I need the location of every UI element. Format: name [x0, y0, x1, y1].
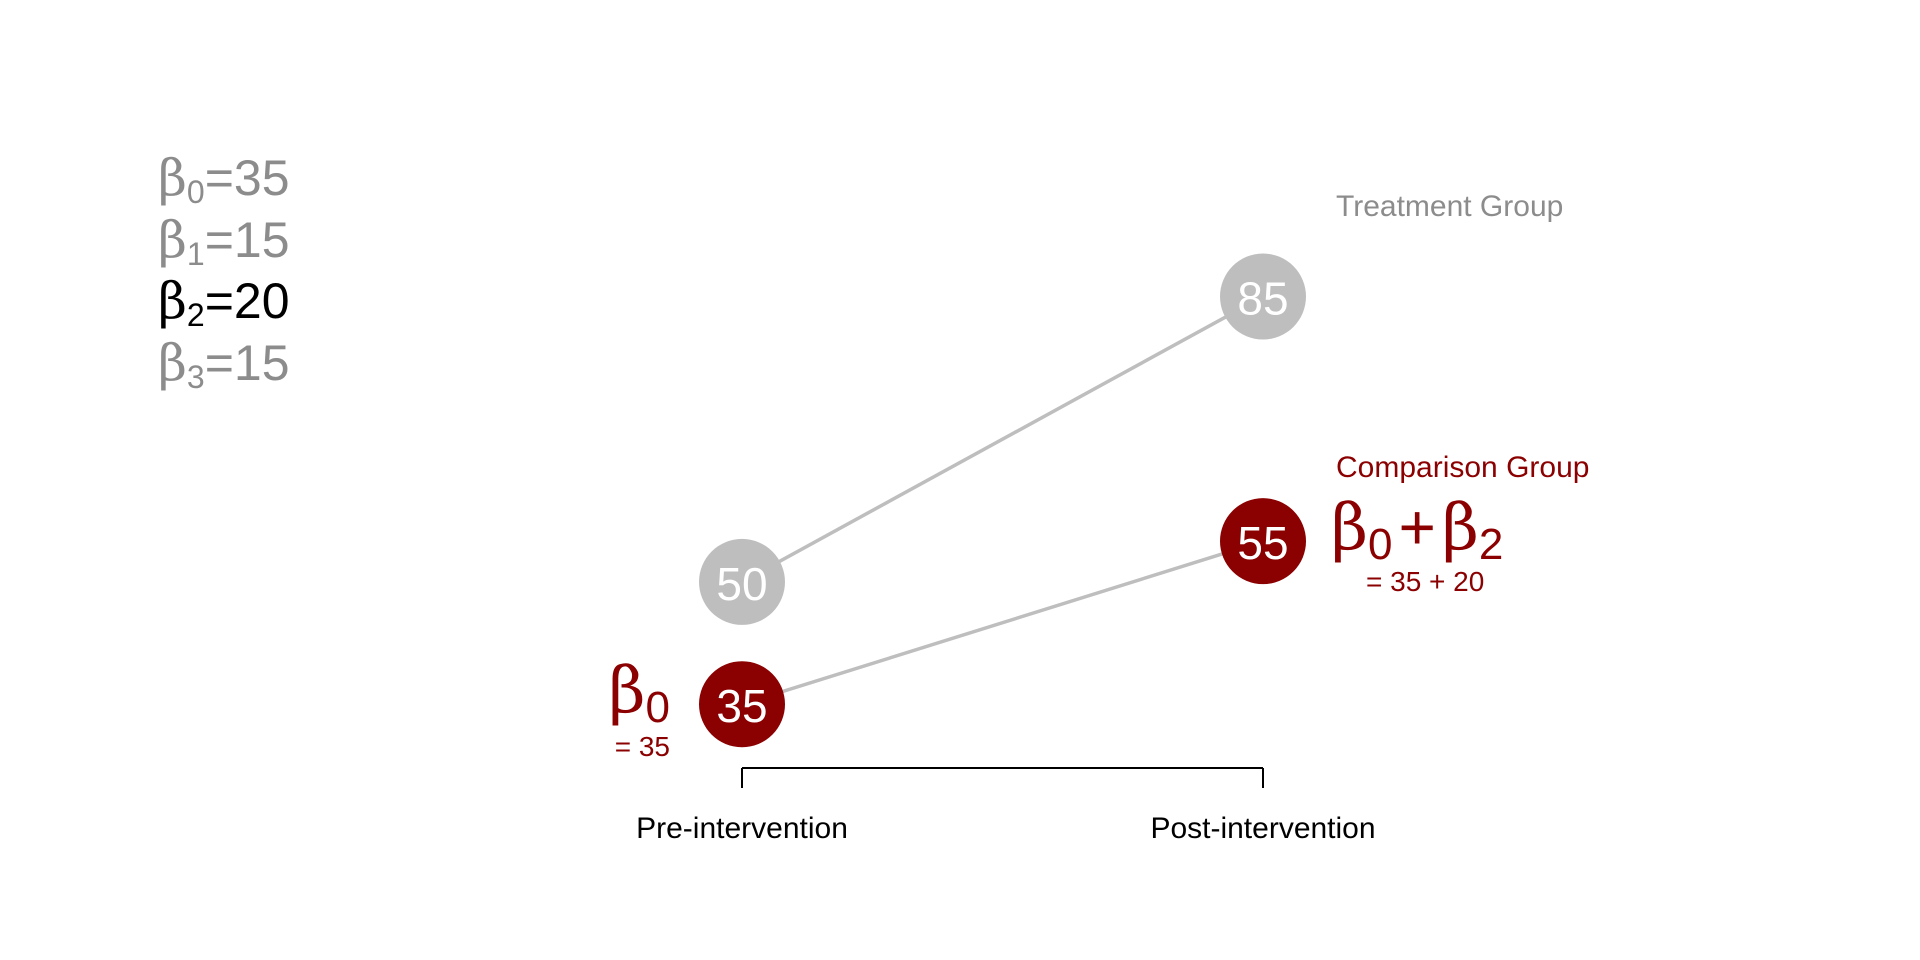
treatment-group-label: Treatment Group [1336, 190, 1563, 223]
coef-value: =15 [204, 335, 290, 391]
annotation-beta0-equation: = 35 [615, 731, 670, 762]
coef-symbol: β [158, 211, 187, 269]
annotation-beta0-plus-beta2-equation: = 35 + 20 [1366, 566, 1484, 597]
coefficient-beta3: β3=15 [158, 335, 290, 393]
comparison-value-post: 55 [1237, 517, 1288, 569]
annotation-beta0: β0 [609, 654, 670, 732]
annotation-symbol: β [609, 654, 646, 728]
coef-subscript: 2 [186, 297, 205, 333]
coef-symbol: β [158, 149, 187, 207]
coef-symbol: β [158, 272, 187, 330]
series-lines [741, 295, 1264, 706]
treatment-value-pre: 50 [716, 558, 767, 610]
coefficient-beta2: β2=20 [158, 273, 290, 331]
treatment-line [741, 295, 1264, 584]
series-names: Treatment Group Comparison Group [1336, 190, 1589, 484]
coef-subscript: 3 [186, 359, 205, 395]
coef-subscript: 0 [186, 174, 205, 210]
coefficient-beta1: β1=15 [158, 212, 290, 270]
treatment-value-post: 85 [1237, 273, 1288, 325]
comparison-point-post [1220, 498, 1306, 585]
axis: Pre-intervention Post-intervention [636, 767, 1376, 845]
annotation-subscript: 0 [1368, 520, 1392, 569]
coef-value: =15 [204, 212, 290, 268]
comparison-group-label: Comparison Group [1336, 451, 1589, 484]
coef-symbol: β [158, 334, 187, 392]
coef-subscript: 1 [186, 236, 205, 272]
coef-value: =20 [204, 273, 290, 329]
treatment-point-post [1220, 253, 1306, 340]
annotations: β0 = 35 β0+β2 = 35 + 20 [609, 491, 1504, 762]
comparison-line [741, 539, 1264, 706]
x-tick-label-pre: Pre-intervention [636, 812, 848, 845]
comparison-value-pre: 35 [716, 680, 767, 732]
annotation-subscript: 0 [646, 683, 670, 732]
annotation-plus: + [1398, 491, 1435, 563]
coefficient-beta0: β0=35 [158, 150, 290, 208]
coef-value: =35 [204, 150, 290, 206]
comparison-point-pre [699, 661, 785, 748]
series-points: 50 85 35 55 [699, 253, 1306, 748]
annotation-symbol-2: β [1442, 491, 1479, 565]
annotation-subscript-2: 2 [1479, 520, 1503, 569]
annotation-symbol: β [1331, 491, 1368, 565]
treatment-point-pre [699, 538, 785, 625]
x-tick-label-post: Post-intervention [1150, 812, 1375, 845]
annotation-beta0-plus-beta2: β0+β2 [1331, 491, 1503, 569]
